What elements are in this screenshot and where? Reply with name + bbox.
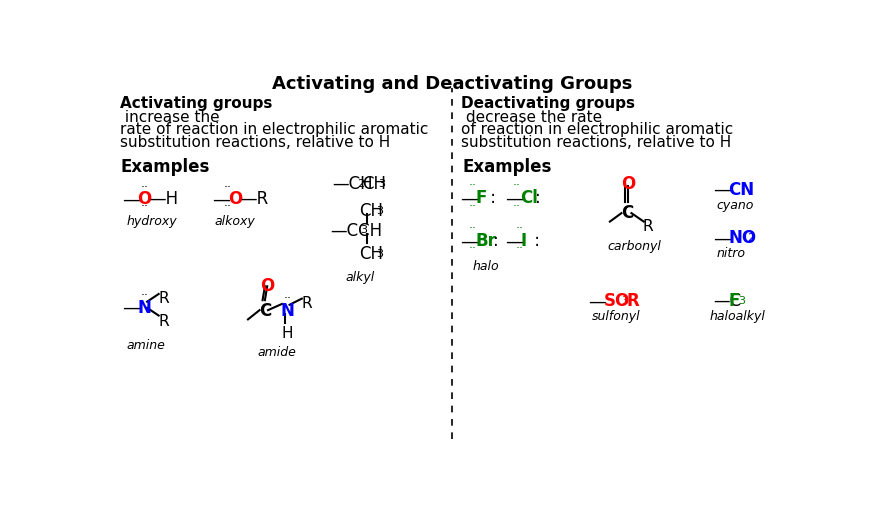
Text: —: —: [460, 232, 479, 250]
Text: hydroxy: hydroxy: [126, 216, 177, 228]
Text: ··: ··: [469, 222, 477, 234]
Text: amide: amide: [258, 346, 296, 359]
Text: R: R: [159, 314, 169, 329]
Text: —: —: [713, 229, 731, 247]
Text: substitution reactions, relative to H: substitution reactions, relative to H: [120, 135, 391, 150]
Text: ··: ··: [283, 292, 291, 306]
Text: of reaction in electrophilic aromatic: of reaction in electrophilic aromatic: [461, 122, 734, 137]
Text: ··: ··: [469, 200, 477, 213]
Text: I: I: [520, 231, 527, 250]
Text: increase the: increase the: [120, 110, 220, 125]
Text: ··: ··: [469, 179, 477, 192]
Text: —: —: [713, 181, 731, 199]
Text: —CH: —CH: [332, 176, 372, 194]
Text: ··: ··: [512, 200, 521, 213]
Text: ··: ··: [140, 200, 148, 213]
Text: R: R: [642, 219, 653, 233]
Text: decrease the rate: decrease the rate: [461, 110, 602, 125]
Text: Cl: Cl: [519, 189, 538, 207]
Text: —: —: [588, 292, 606, 310]
Text: Activating groups: Activating groups: [120, 96, 273, 111]
Text: Br: Br: [476, 231, 497, 250]
Text: O: O: [260, 277, 274, 295]
Text: 3: 3: [376, 248, 383, 259]
Text: 3: 3: [737, 296, 744, 306]
Text: —CCH: —CCH: [331, 222, 383, 240]
Text: C: C: [621, 204, 633, 222]
Text: cyano: cyano: [717, 199, 754, 211]
Text: 3: 3: [378, 179, 385, 189]
Text: CH: CH: [360, 245, 384, 263]
Text: —: —: [505, 232, 523, 250]
Text: amine: amine: [126, 338, 165, 352]
Text: —H: —H: [149, 190, 178, 208]
Text: haloalkyl: haloalkyl: [709, 310, 765, 323]
Text: 3: 3: [376, 206, 383, 216]
Text: F: F: [729, 292, 740, 310]
Text: Deactivating groups: Deactivating groups: [461, 96, 635, 111]
Text: ··: ··: [140, 289, 148, 302]
Text: substitution reactions, relative to H: substitution reactions, relative to H: [461, 135, 731, 150]
Text: CN: CN: [729, 181, 755, 199]
Text: R: R: [301, 295, 311, 310]
Text: N: N: [137, 298, 151, 316]
Text: —: —: [122, 298, 139, 316]
Text: carbonyl: carbonyl: [608, 240, 662, 253]
Text: SO: SO: [603, 292, 630, 310]
Text: ··: ··: [512, 179, 521, 192]
Text: —: —: [505, 190, 523, 208]
Text: N: N: [280, 303, 295, 321]
Text: R: R: [627, 292, 639, 310]
Text: alkyl: alkyl: [346, 271, 375, 284]
Text: —C: —C: [713, 292, 741, 310]
Text: C: C: [258, 303, 271, 321]
Text: :: :: [485, 189, 497, 207]
Text: alkoxy: alkoxy: [215, 216, 256, 228]
Text: 2: 2: [747, 233, 754, 243]
Text: ··: ··: [224, 181, 232, 194]
Text: R: R: [159, 291, 169, 306]
Text: nitro: nitro: [717, 247, 746, 260]
Text: ··: ··: [516, 242, 524, 255]
Text: halo: halo: [473, 260, 499, 273]
Text: :: :: [535, 189, 541, 207]
Text: —: —: [460, 190, 479, 208]
Text: Examples: Examples: [120, 158, 210, 176]
Text: 3: 3: [361, 225, 368, 236]
Text: H: H: [281, 326, 293, 340]
Text: ··: ··: [516, 222, 524, 234]
Text: CH: CH: [360, 202, 384, 220]
Text: O: O: [228, 190, 243, 208]
Text: ··: ··: [140, 181, 148, 194]
Text: NO: NO: [729, 229, 757, 247]
Text: :: :: [493, 231, 498, 250]
Text: Activating and Deactivating Groups: Activating and Deactivating Groups: [272, 75, 632, 93]
Text: —: —: [122, 191, 139, 209]
Text: O: O: [137, 190, 152, 208]
Text: 3: 3: [622, 296, 628, 306]
Text: 2: 2: [357, 179, 364, 189]
Text: O: O: [621, 176, 635, 194]
Text: :: :: [529, 231, 540, 250]
Text: Examples: Examples: [463, 158, 552, 176]
Text: CH: CH: [362, 176, 386, 194]
Text: F: F: [476, 189, 487, 207]
Text: ··: ··: [224, 200, 232, 213]
Text: sulfonyl: sulfonyl: [592, 310, 641, 323]
Text: ··: ··: [469, 242, 477, 255]
Text: —R: —R: [240, 190, 268, 208]
Text: —: —: [213, 191, 230, 209]
Text: rate of reaction in electrophilic aromatic: rate of reaction in electrophilic aromat…: [120, 122, 429, 137]
